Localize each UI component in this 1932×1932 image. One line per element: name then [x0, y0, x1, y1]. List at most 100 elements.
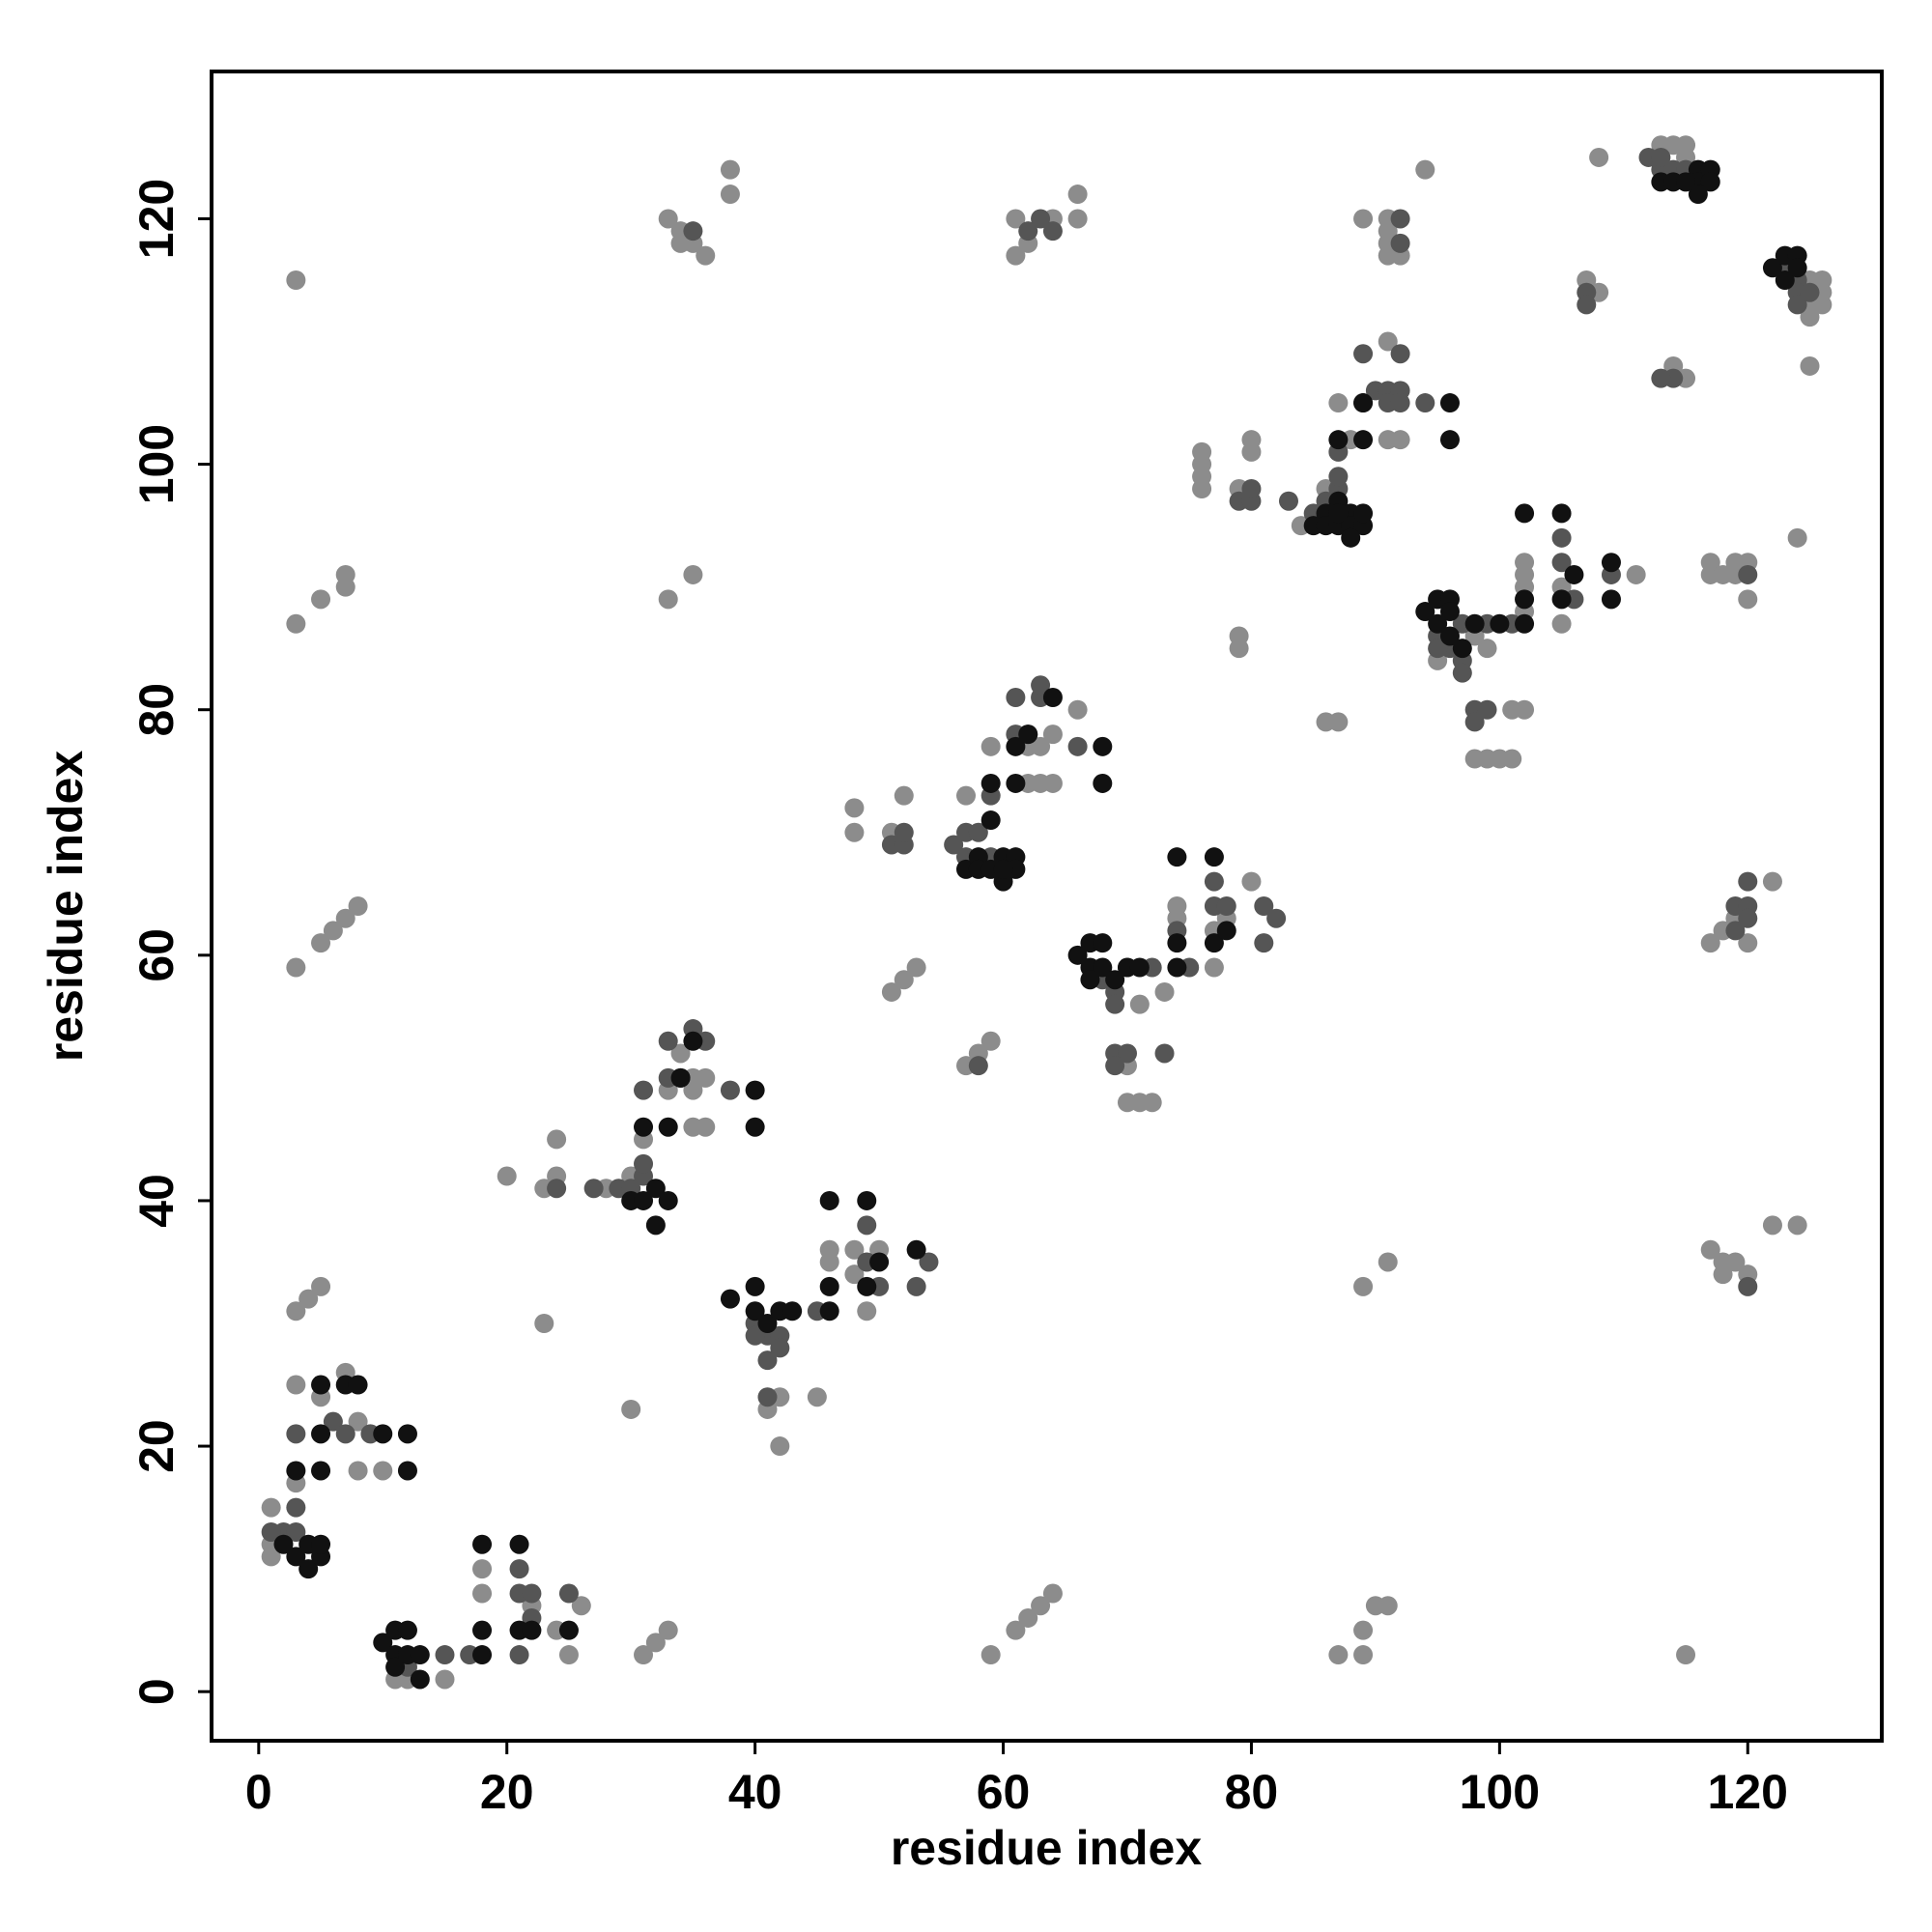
point [857, 1190, 877, 1210]
point [1787, 258, 1807, 278]
point [1006, 736, 1026, 756]
point [1738, 871, 1758, 892]
point [1812, 295, 1833, 315]
point [1067, 185, 1088, 205]
point [1601, 553, 1621, 573]
point [1204, 957, 1224, 978]
point [645, 1633, 666, 1653]
point [311, 1424, 331, 1444]
point [261, 1497, 281, 1518]
point [1018, 724, 1038, 745]
point [1266, 908, 1287, 928]
point [683, 221, 703, 242]
point [298, 1289, 319, 1309]
point [509, 1534, 529, 1554]
x-tick-label: 120 [1708, 1765, 1788, 1819]
point [1762, 871, 1782, 892]
x-axis-label: residue index [891, 1821, 1203, 1875]
point [286, 613, 306, 634]
point [1378, 1252, 1398, 1272]
point [472, 1645, 493, 1665]
point [1515, 613, 1535, 634]
point [1428, 639, 1448, 659]
point [286, 957, 306, 978]
point [522, 1583, 542, 1604]
point [1787, 1215, 1807, 1236]
point [1452, 639, 1472, 659]
point [1700, 933, 1720, 953]
point [1241, 871, 1262, 892]
point [634, 1153, 654, 1174]
point [670, 1067, 691, 1088]
point [286, 1547, 306, 1567]
point [1129, 994, 1150, 1014]
point [286, 1301, 306, 1321]
point [1477, 639, 1497, 659]
point [857, 1276, 877, 1296]
point [558, 1583, 579, 1604]
point [844, 822, 865, 842]
point [410, 1645, 430, 1665]
point [1042, 688, 1063, 707]
point [1502, 749, 1522, 769]
point [1738, 933, 1758, 953]
x-tick-label: 60 [977, 1765, 1031, 1819]
point [1093, 773, 1113, 793]
x-tick-label: 100 [1460, 1765, 1540, 1819]
point [980, 773, 1001, 793]
point [1775, 270, 1795, 290]
point [1800, 282, 1820, 302]
point [1551, 553, 1572, 573]
point [696, 245, 716, 266]
point [906, 1276, 926, 1296]
point [1167, 896, 1187, 916]
point [1328, 430, 1349, 450]
point [1439, 393, 1460, 413]
point [1738, 564, 1758, 584]
point [1551, 589, 1572, 610]
point [1204, 933, 1224, 953]
point [509, 1559, 529, 1579]
point [286, 1424, 306, 1444]
point [373, 1633, 393, 1653]
point [286, 1461, 306, 1481]
point [1601, 589, 1621, 610]
point [720, 159, 740, 180]
point [1464, 613, 1485, 634]
point [857, 1301, 877, 1321]
point [1738, 1276, 1758, 1296]
point [658, 1117, 678, 1137]
point [634, 1645, 654, 1665]
point [348, 896, 368, 916]
point [397, 1424, 417, 1444]
point [397, 1461, 417, 1481]
point [1551, 503, 1572, 524]
point [1328, 712, 1349, 732]
point [1464, 712, 1485, 732]
point [1093, 736, 1113, 756]
point [894, 822, 914, 842]
point [1018, 1607, 1038, 1628]
point [1415, 393, 1435, 413]
point [311, 1375, 331, 1395]
point [1353, 393, 1374, 413]
point [1093, 957, 1113, 978]
point [547, 1179, 567, 1199]
point [906, 1239, 926, 1260]
x-tick-label: 20 [480, 1765, 534, 1819]
point [1229, 639, 1249, 659]
point [634, 1190, 654, 1210]
point [1515, 589, 1535, 610]
point [1800, 355, 1820, 376]
point [658, 1031, 678, 1051]
point [857, 1215, 877, 1236]
point [1390, 393, 1410, 413]
point [522, 1620, 542, 1640]
point [286, 1375, 306, 1395]
point [472, 1559, 493, 1579]
point [1676, 1645, 1696, 1665]
point [720, 185, 740, 205]
point [807, 1387, 827, 1407]
point [1787, 295, 1807, 315]
point [1353, 344, 1374, 364]
